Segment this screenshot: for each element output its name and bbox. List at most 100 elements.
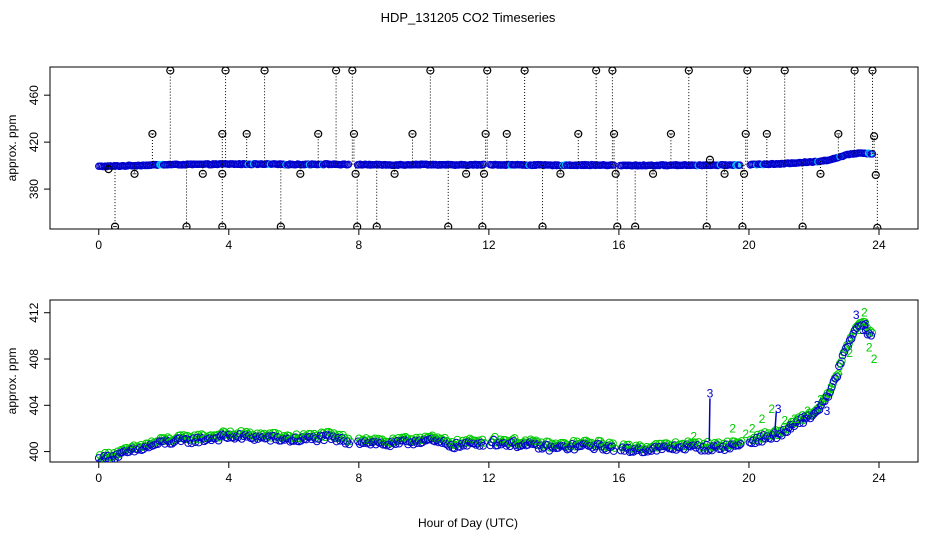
y-tick-label: 460 xyxy=(27,85,41,105)
outlier-point xyxy=(481,129,490,139)
data-point xyxy=(767,434,775,443)
x-tick-label: 4 xyxy=(225,471,232,485)
outlier-point xyxy=(130,169,139,178)
outlier-point xyxy=(868,67,877,75)
outlier-point xyxy=(349,129,359,139)
outlier-point xyxy=(462,169,471,178)
data-point xyxy=(815,405,824,414)
data-point xyxy=(320,436,328,445)
data-label-2: 2 xyxy=(837,364,844,378)
x-tick-label: 16 xyxy=(612,471,626,485)
outlier-point xyxy=(684,67,693,75)
data-point xyxy=(849,329,858,338)
outlier-point xyxy=(353,222,362,229)
y-tick-label: 400 xyxy=(27,441,41,461)
spike-line xyxy=(708,398,711,442)
outlier-points xyxy=(104,67,882,229)
data-label-2: 2 xyxy=(749,421,756,435)
outlier-point xyxy=(762,129,771,139)
outlier-point xyxy=(739,169,749,178)
data-point xyxy=(836,359,845,368)
outlier-point xyxy=(444,222,453,229)
data-point xyxy=(867,331,876,340)
outlier-point xyxy=(104,165,113,174)
data-label-2: 2 xyxy=(817,393,824,407)
outlier-point xyxy=(870,132,879,141)
data-label-2: 2 xyxy=(781,413,788,427)
outlier-point xyxy=(478,222,487,229)
outlier-point xyxy=(426,67,435,75)
data-point xyxy=(783,428,792,436)
y-tick-label: 380 xyxy=(27,179,41,199)
outlier-point xyxy=(609,129,619,139)
data-label-3: 3 xyxy=(863,317,870,331)
data-label-3: 3 xyxy=(707,387,714,401)
outlier-point xyxy=(705,155,715,164)
x-tick-label: 12 xyxy=(482,471,496,485)
data-point xyxy=(863,150,871,158)
outlier-point xyxy=(276,222,285,229)
data-point xyxy=(345,440,353,449)
data-point xyxy=(107,456,116,462)
data-point xyxy=(751,439,759,448)
series-circles xyxy=(95,149,877,171)
data-label-2: 2 xyxy=(866,340,873,354)
data-label-2: 2 xyxy=(871,352,878,366)
outlier-point xyxy=(738,222,747,229)
data-point xyxy=(840,348,849,356)
x-tick-label: 20 xyxy=(742,238,756,252)
data-point xyxy=(847,335,856,343)
chart-title: HDP_131205 CO2 Timeseries xyxy=(381,10,556,25)
outlier-point xyxy=(148,129,157,139)
x-tick-label: 8 xyxy=(355,238,362,252)
outlier-point xyxy=(798,222,807,229)
data-label-3: 3 xyxy=(859,323,866,337)
outlier-point xyxy=(720,169,729,178)
outlier-point xyxy=(479,169,489,178)
data-label-3: 3 xyxy=(824,404,831,418)
outlier-point xyxy=(166,67,175,75)
top-panel: 0 4 8 12 16 20 24 380 420 460 approx. ppm xyxy=(5,66,919,252)
data-point xyxy=(266,436,275,445)
y-tick-label: 412 xyxy=(27,302,41,322)
outlier-point xyxy=(611,169,620,178)
spike-line xyxy=(774,412,778,431)
outlier-point xyxy=(520,67,529,75)
plot-frame xyxy=(49,66,919,230)
outlier-point xyxy=(221,67,230,75)
y-tick-label: 408 xyxy=(27,349,41,369)
y-axis-title: approx. ppm xyxy=(5,348,19,415)
y-axis-title: approx. ppm xyxy=(5,115,19,182)
outlier-point xyxy=(260,67,269,75)
outlier-point xyxy=(538,222,547,229)
data-label-3: 3 xyxy=(788,421,795,435)
data-point xyxy=(214,436,223,445)
data-label-2: 2 xyxy=(846,346,853,360)
x-tick-label: 16 xyxy=(612,238,626,252)
x-tick-label: 20 xyxy=(742,471,756,485)
spike-lines xyxy=(708,398,778,442)
outlier-point xyxy=(390,169,399,178)
data-label-2: 2 xyxy=(690,430,697,444)
outlier-point xyxy=(348,67,357,75)
data-point xyxy=(736,161,744,169)
data-point xyxy=(828,155,836,163)
outlier-point xyxy=(871,170,880,180)
outlier-point xyxy=(408,129,417,139)
data-label-2: 2 xyxy=(768,402,775,416)
series-circles xyxy=(94,317,877,462)
data-point xyxy=(344,160,353,169)
data-point xyxy=(799,419,808,427)
y-tick-label: 420 xyxy=(27,132,41,152)
data-point xyxy=(112,450,121,459)
x-tick-label: 4 xyxy=(225,238,232,252)
data-label-2: 2 xyxy=(861,306,868,320)
data-label-2: 2 xyxy=(791,412,798,426)
data-point xyxy=(668,445,677,454)
data-point xyxy=(599,445,607,454)
